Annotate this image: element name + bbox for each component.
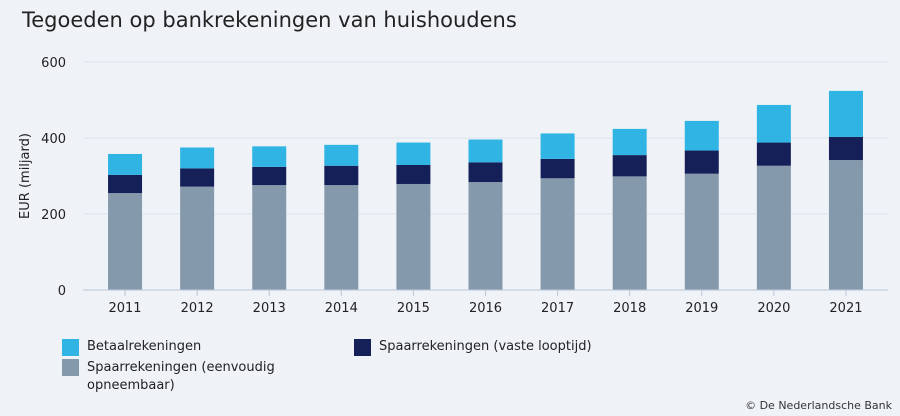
bar-segment xyxy=(468,182,503,290)
bar-segment xyxy=(540,178,575,290)
legend-swatch xyxy=(62,359,79,376)
bar-segment xyxy=(396,183,431,290)
chart-title: Tegoeden op bankrekeningen van huishoude… xyxy=(22,8,517,32)
x-tick-label: 2020 xyxy=(757,301,790,316)
bar-segment xyxy=(324,185,359,290)
legend-label: Spaarrekeningen (vaste looptijd) xyxy=(379,339,592,354)
x-tick-label: 2017 xyxy=(541,301,574,316)
bar-segment xyxy=(396,164,431,184)
legend-item-eenvoudig-opneembaar[interactable]: Spaarrekeningen (eenvoudig opneembaar) xyxy=(62,359,302,395)
stacked-bar-chart: 0 200 400 600 EUR (miljard) 2011 2012 2013 2014 2… xyxy=(18,56,888,316)
bar-segment xyxy=(684,173,719,290)
bar-segment xyxy=(756,165,791,290)
bar-segment xyxy=(180,168,215,187)
x-tick-label: 2015 xyxy=(397,301,430,316)
bar-segment xyxy=(180,147,215,169)
bar-segment xyxy=(540,158,575,179)
x-tick-label: 2014 xyxy=(325,301,358,316)
legend-swatch xyxy=(354,339,371,356)
bar-segment xyxy=(612,155,647,177)
bar-segment xyxy=(540,133,575,159)
bar-segment xyxy=(108,174,143,194)
x-tick-label: 2016 xyxy=(469,301,502,316)
bar-segment xyxy=(684,150,719,174)
bar-segment xyxy=(612,176,647,290)
bar-segment xyxy=(756,142,791,166)
bar-segment xyxy=(108,193,143,290)
x-tick-label: 2018 xyxy=(613,301,646,316)
bar-segment xyxy=(468,139,503,163)
legend-item-vaste-looptijd[interactable]: Spaarrekeningen (vaste looptijd) xyxy=(354,339,592,356)
legend-swatch xyxy=(62,339,79,356)
legend-label: Betaalrekeningen xyxy=(87,339,202,354)
bar-segment xyxy=(180,186,215,290)
x-tick-label: 2019 xyxy=(685,301,718,316)
y-tick-label: 200 xyxy=(41,208,66,223)
bar-segment xyxy=(756,104,791,143)
bar-segment xyxy=(108,153,143,175)
bar-segment xyxy=(324,144,359,166)
legend-item-betaalrekeningen[interactable]: Betaalrekeningen xyxy=(62,339,201,356)
y-tick-label: 0 xyxy=(58,284,66,299)
bar-segment xyxy=(252,185,287,290)
legend-label: Spaarrekeningen (eenvoudig opneembaar) xyxy=(87,360,275,393)
bar-segment xyxy=(612,128,647,156)
bar-segment xyxy=(396,142,431,165)
x-tick-label: 2012 xyxy=(181,301,214,316)
bar-segment xyxy=(828,90,863,137)
bar-segment xyxy=(468,162,503,183)
y-tick-label: 600 xyxy=(41,56,66,71)
y-axis-label: EUR (miljard) xyxy=(18,133,33,219)
y-tick-label: 400 xyxy=(41,132,66,147)
bar-segment xyxy=(252,146,287,167)
source-credit: © De Nederlandsche Bank xyxy=(745,399,892,412)
x-tick-label: 2013 xyxy=(253,301,286,316)
x-tick-label: 2021 xyxy=(829,301,862,316)
bar-segment xyxy=(828,160,863,290)
bar-segment xyxy=(828,136,863,161)
bar-segment xyxy=(324,165,359,186)
bar-segment xyxy=(684,120,719,151)
x-tick-label: 2011 xyxy=(108,301,141,316)
bar-segment xyxy=(252,166,287,186)
